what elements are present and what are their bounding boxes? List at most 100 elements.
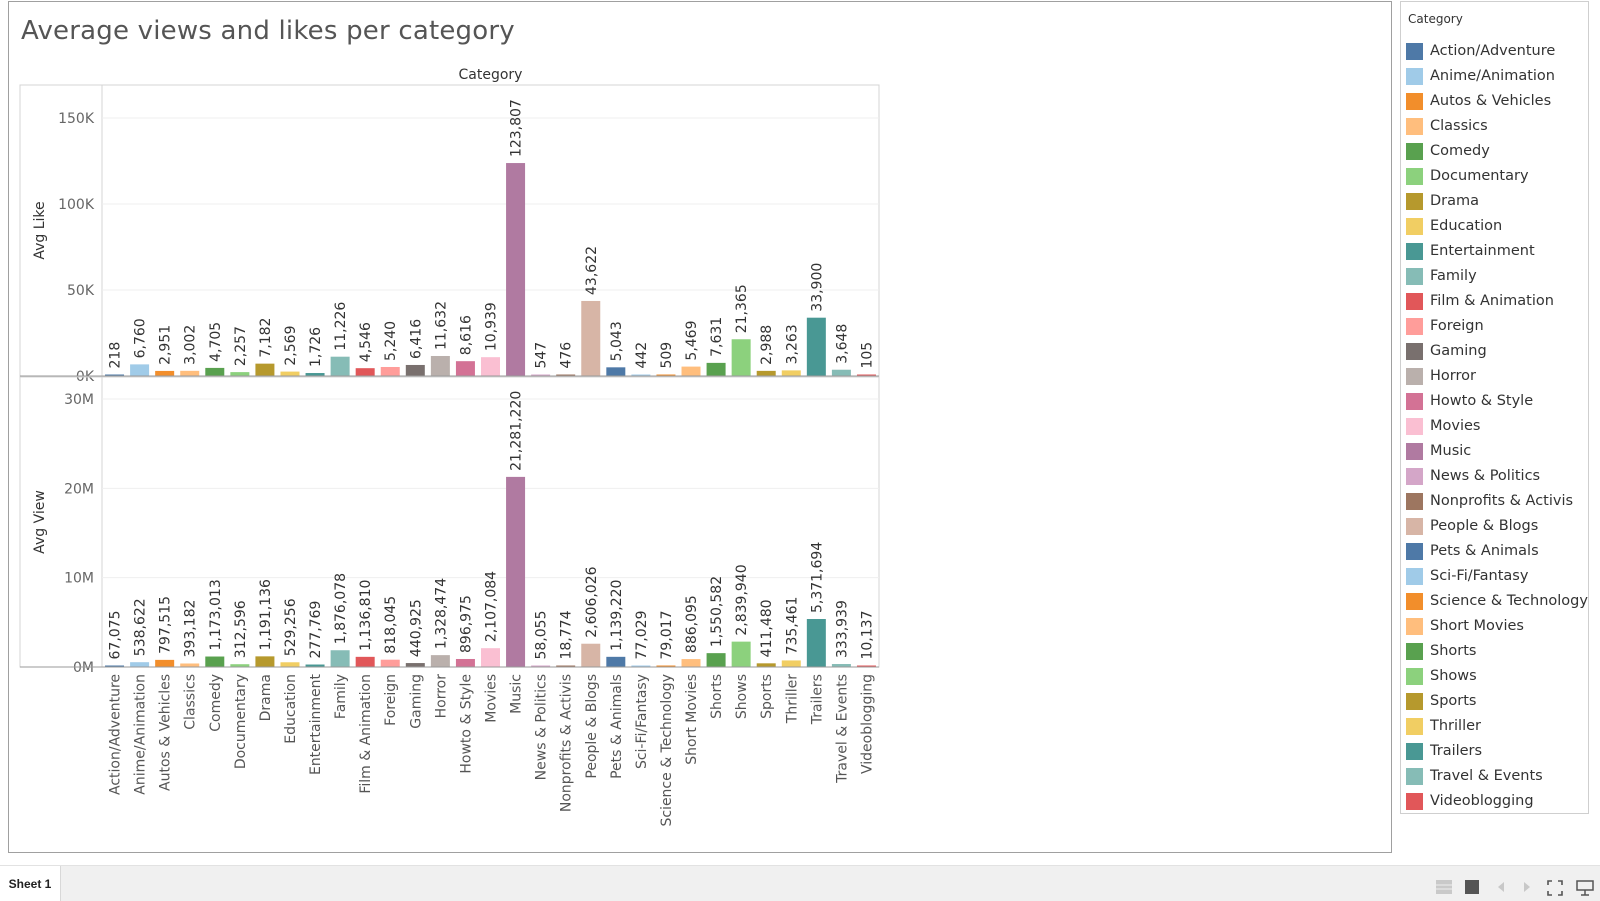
legend-item[interactable]: Foreign xyxy=(1406,315,1586,337)
bar[interactable] xyxy=(781,370,801,376)
legend-item[interactable]: News & Politics xyxy=(1406,465,1586,487)
present-icon[interactable] xyxy=(1576,880,1594,896)
bar[interactable] xyxy=(180,370,200,376)
bar[interactable] xyxy=(706,653,726,667)
bar[interactable] xyxy=(230,664,250,667)
legend-item[interactable]: Gaming xyxy=(1406,340,1586,362)
legend-item[interactable]: Horror xyxy=(1406,365,1586,387)
bar[interactable] xyxy=(255,363,275,376)
bar[interactable] xyxy=(806,619,826,667)
legend-item[interactable]: Science & Technology xyxy=(1406,590,1588,612)
legend-item[interactable]: Shows xyxy=(1406,665,1586,687)
legend-item[interactable]: Family xyxy=(1406,265,1586,287)
bar[interactable] xyxy=(631,665,651,668)
legend-item[interactable]: Classics xyxy=(1406,115,1586,137)
legend-item[interactable]: Music xyxy=(1406,440,1586,462)
legend-item[interactable]: Entertainment xyxy=(1406,240,1586,262)
bar[interactable] xyxy=(105,374,125,377)
legend-item[interactable]: Travel & Events xyxy=(1406,765,1586,787)
legend-item[interactable]: Nonprofits & Activis xyxy=(1406,490,1586,512)
bar[interactable] xyxy=(430,355,450,376)
bar[interactable] xyxy=(455,658,475,667)
bar[interactable] xyxy=(756,370,776,376)
bar[interactable] xyxy=(205,656,225,667)
bar[interactable] xyxy=(531,665,551,668)
bar[interactable] xyxy=(330,356,350,376)
bar[interactable] xyxy=(806,317,826,376)
bar[interactable] xyxy=(831,664,851,667)
bar[interactable] xyxy=(230,372,250,376)
legend-item[interactable]: Action/Adventure xyxy=(1406,40,1586,62)
fullscreen-icon[interactable] xyxy=(1547,880,1563,896)
bar[interactable] xyxy=(681,366,701,376)
bar[interactable] xyxy=(581,643,601,667)
next-icon[interactable] xyxy=(1522,880,1532,894)
bar[interactable] xyxy=(781,660,801,667)
bar[interactable] xyxy=(180,663,200,667)
legend-item[interactable]: Comedy xyxy=(1406,140,1586,162)
legend-item[interactable]: Videoblogging xyxy=(1406,790,1586,812)
bar[interactable] xyxy=(481,648,500,667)
bar[interactable] xyxy=(481,357,500,376)
bar[interactable] xyxy=(380,659,400,667)
bar[interactable] xyxy=(506,476,526,667)
legend-item[interactable]: Short Movies xyxy=(1406,615,1586,637)
legend-item[interactable]: Drama xyxy=(1406,190,1586,212)
bar[interactable] xyxy=(405,364,425,376)
legend-item[interactable]: Movies xyxy=(1406,415,1586,437)
legend-item[interactable]: Shorts xyxy=(1406,640,1586,662)
bar[interactable] xyxy=(556,374,576,377)
bar[interactable] xyxy=(280,371,300,376)
bar[interactable] xyxy=(656,665,676,668)
legend-item[interactable]: Sports xyxy=(1406,690,1586,712)
bar[interactable] xyxy=(380,366,400,376)
legend-item[interactable]: People & Blogs xyxy=(1406,515,1586,537)
bar[interactable] xyxy=(706,362,726,376)
bar[interactable] xyxy=(355,368,375,376)
legend-item[interactable]: Anime/Animation xyxy=(1406,65,1586,87)
bar[interactable] xyxy=(305,664,325,667)
bar[interactable] xyxy=(455,361,475,376)
bar[interactable] xyxy=(205,367,225,376)
legend-item[interactable]: Autos & Vehicles xyxy=(1406,90,1586,112)
legend-item[interactable]: Education xyxy=(1406,215,1586,237)
bar[interactable] xyxy=(105,665,125,668)
bar[interactable] xyxy=(606,656,626,667)
square-icon[interactable] xyxy=(1465,880,1479,894)
bar[interactable] xyxy=(731,641,751,667)
legend-item[interactable]: Howto & Style xyxy=(1406,390,1586,412)
bar[interactable] xyxy=(756,663,776,667)
bar[interactable] xyxy=(255,656,275,667)
bar[interactable] xyxy=(581,300,601,376)
bar[interactable] xyxy=(856,665,876,668)
bar[interactable] xyxy=(280,662,300,667)
bar[interactable] xyxy=(656,374,676,377)
legend-item[interactable]: Sci-Fi/Fantasy xyxy=(1406,565,1586,587)
bar[interactable] xyxy=(531,374,551,377)
tab-sheet-1[interactable]: Sheet 1 xyxy=(0,866,61,901)
bar[interactable] xyxy=(330,650,350,667)
bar[interactable] xyxy=(606,367,626,376)
legend-item[interactable]: Documentary xyxy=(1406,165,1586,187)
bar[interactable] xyxy=(556,665,576,668)
legend-item[interactable]: Film & Animation xyxy=(1406,290,1586,312)
bar[interactable] xyxy=(130,662,150,667)
bar[interactable] xyxy=(405,663,425,667)
bar[interactable] xyxy=(130,364,150,376)
bar[interactable] xyxy=(631,374,651,377)
grid-view-icon[interactable] xyxy=(1436,880,1452,894)
bar[interactable] xyxy=(681,659,701,667)
legend-item[interactable]: Thriller xyxy=(1406,715,1586,737)
legend-item[interactable]: Pets & Animals xyxy=(1406,540,1586,562)
bar[interactable] xyxy=(355,656,375,667)
bar[interactable] xyxy=(831,369,851,376)
bar[interactable] xyxy=(430,655,450,667)
bar[interactable] xyxy=(856,374,876,377)
bar[interactable] xyxy=(506,163,526,376)
bar[interactable] xyxy=(731,339,751,376)
bar[interactable] xyxy=(155,370,175,376)
bar[interactable] xyxy=(305,373,325,376)
legend-item[interactable]: Trailers xyxy=(1406,740,1586,762)
prev-icon[interactable] xyxy=(1496,880,1506,894)
bar[interactable] xyxy=(155,659,175,667)
